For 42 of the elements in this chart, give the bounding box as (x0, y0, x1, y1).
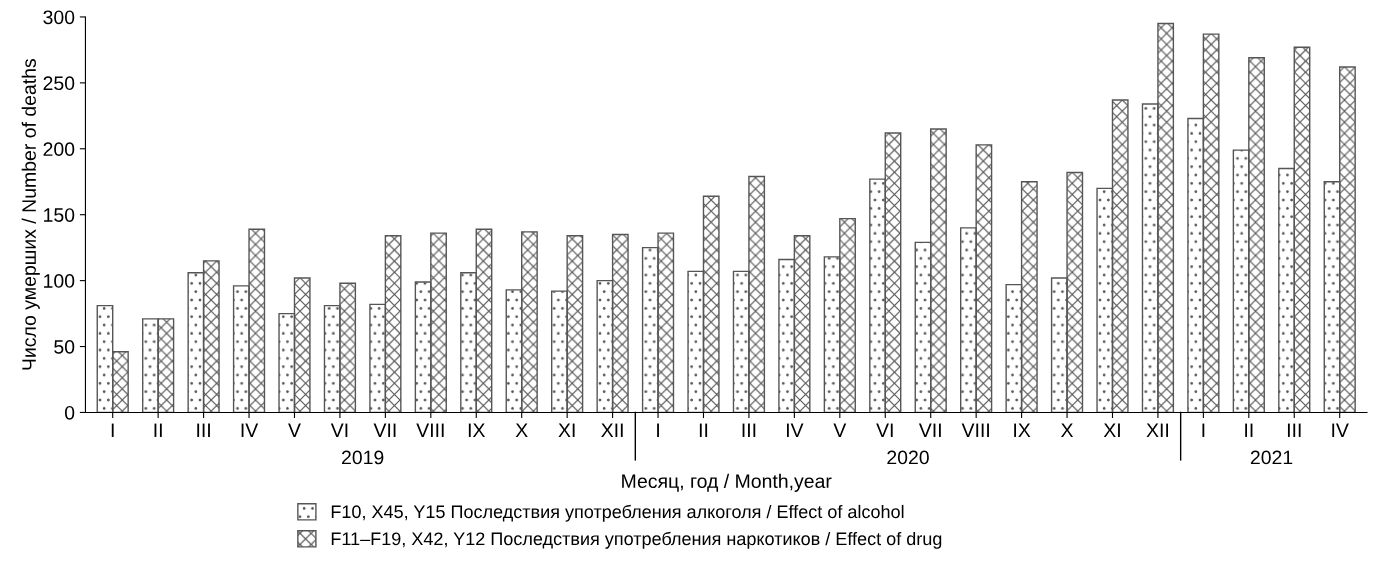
y-tick-label: 200 (43, 142, 75, 157)
x-tick-label: VIII (416, 423, 444, 437)
x-tick-label: III (197, 423, 210, 437)
x-tick-label: X (515, 423, 528, 437)
x-tick-label: II (1245, 423, 1253, 437)
x-tick-label: XI (1103, 423, 1120, 437)
y-tick-label: 50 (54, 340, 75, 354)
x-tick-label: XI (558, 423, 575, 437)
y-tick-label: 250 (43, 76, 75, 91)
x-tick-label: III (742, 423, 756, 437)
legend-label: F11–F19, X42, Y12 Последствия употребления наркотиков / Effect of drug (331, 531, 942, 549)
y-tick-label: 100 (44, 274, 75, 288)
y-tick-label: 0 (64, 405, 75, 420)
x-axis-title: Месяц, год / Month,year (622, 473, 832, 492)
y-tick-label: 150 (44, 208, 75, 222)
x-tick-label: I (111, 423, 114, 437)
text: 2021 (1250, 450, 1293, 465)
x-tick-label: IX (468, 423, 486, 437)
x-tick-label: X (1060, 423, 1074, 437)
x-tick-label: V (288, 423, 301, 437)
text: 2019 (342, 450, 384, 465)
x-tick-label: VI (330, 423, 348, 437)
x-tick-label: II (154, 423, 162, 437)
text: 2020 (887, 450, 929, 465)
legend-label: F10, X45, Y15 Последствия употребления алкоголя / Effect of alcohol (331, 504, 904, 522)
x-tick-label: VII (373, 423, 396, 437)
x-tick-label: IX (1014, 423, 1031, 437)
x-tick-label: II (699, 423, 708, 437)
x-tick-label: XII (1146, 423, 1169, 437)
x-tick-label: IV (1332, 423, 1349, 437)
x-tick-label: I (1202, 423, 1205, 437)
y-axis-title: Число умерших / Number of deaths (21, 59, 40, 370)
x-tick-label: VI (876, 423, 893, 437)
x-tick-label: III (1287, 423, 1301, 437)
x-tick-label: XII (601, 423, 623, 437)
x-tick-label: IV (786, 423, 804, 437)
x-tick-label: VIII (961, 423, 989, 437)
x-tick-label: I (657, 423, 659, 437)
x-tick-label: VII (918, 423, 941, 437)
x-tick-label: IV (241, 423, 259, 437)
y-tick-label: 300 (43, 10, 75, 25)
x-tick-label: V (833, 423, 847, 437)
